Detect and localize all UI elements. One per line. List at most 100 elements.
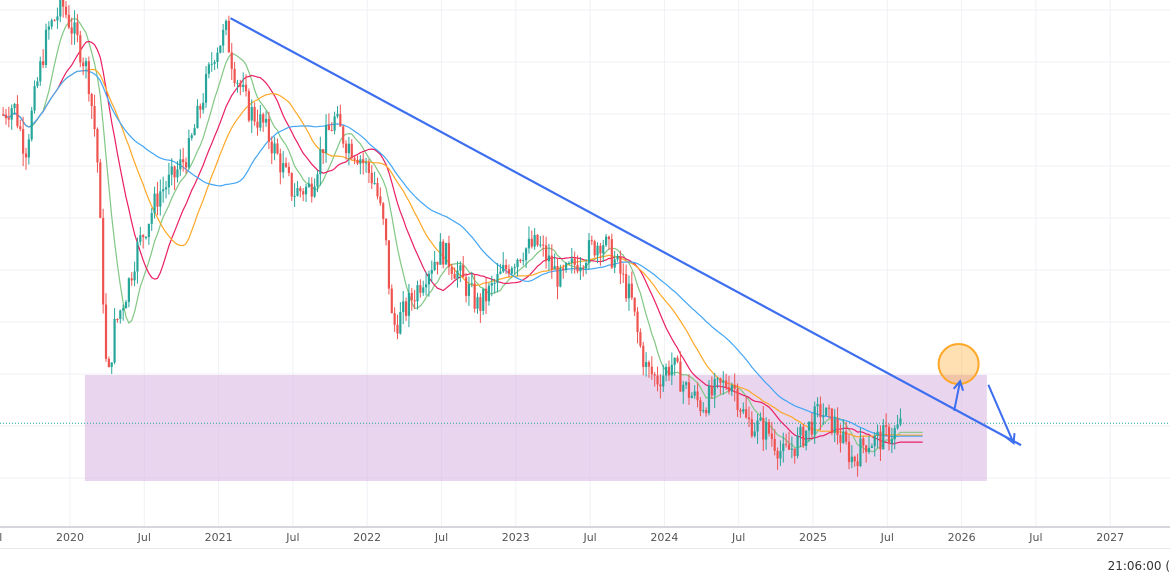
- candle: [502, 252, 505, 274]
- candle: [116, 318, 119, 323]
- candle-body: [625, 274, 628, 299]
- candle-body: [422, 287, 425, 293]
- candle: [296, 181, 299, 197]
- candle-body: [479, 297, 482, 311]
- candle: [605, 233, 608, 248]
- candle-body: [502, 264, 505, 272]
- candle: [553, 253, 556, 270]
- candle-body: [885, 425, 888, 427]
- candle-body: [362, 159, 365, 164]
- candle-body: [576, 264, 579, 272]
- arrow-down-icon[interactable]: [987, 384, 1016, 445]
- candle-body: [82, 62, 85, 67]
- candle: [613, 250, 616, 274]
- candle-body: [153, 193, 156, 214]
- candle-body: [662, 375, 665, 387]
- candle: [276, 138, 279, 155]
- candle-body: [562, 268, 565, 271]
- candle-body: [202, 102, 205, 110]
- candle-body: [233, 68, 236, 84]
- candle: [167, 162, 170, 195]
- candle: [64, 0, 68, 19]
- candle-body: [16, 103, 19, 127]
- candle: [242, 72, 245, 92]
- candle: [159, 179, 162, 216]
- candle-body: [264, 119, 268, 123]
- candle-body: [850, 456, 853, 463]
- candle-body: [499, 271, 502, 274]
- candle: [439, 233, 442, 265]
- arrow-up-icon[interactable]: [952, 379, 965, 411]
- candle: [562, 264, 565, 279]
- candle-body: [827, 407, 831, 409]
- candle-body: [650, 366, 653, 375]
- candle: [424, 271, 428, 296]
- candle: [667, 360, 671, 381]
- candle-body: [516, 259, 519, 268]
- candle-body: [796, 435, 799, 457]
- candle-body: [250, 106, 253, 121]
- candle-body: [859, 438, 862, 467]
- candle: [407, 283, 411, 328]
- candle: [147, 223, 150, 245]
- candle: [290, 172, 293, 201]
- candle: [27, 133, 30, 165]
- candle: [490, 275, 493, 297]
- candle-body: [810, 421, 813, 435]
- candle-body: [533, 234, 536, 247]
- highlight-circle[interactable]: [937, 343, 980, 385]
- candle-body: [64, 6, 68, 15]
- candle-body: [336, 113, 339, 117]
- candle: [713, 372, 716, 409]
- candle-body: [124, 302, 128, 309]
- candle-body: [793, 448, 796, 457]
- candle: [30, 106, 33, 142]
- x-tick-label: Jul: [0, 531, 2, 544]
- candle: [353, 156, 356, 165]
- candle-body: [393, 313, 396, 325]
- candle-body: [310, 183, 313, 197]
- candle-body: [779, 451, 782, 459]
- candle: [356, 155, 359, 165]
- candle: [396, 314, 399, 340]
- candle-body: [344, 143, 348, 154]
- candle: [256, 109, 259, 136]
- ma-line-20: [2, 40, 923, 445]
- candle: [33, 80, 36, 114]
- candle: [584, 258, 588, 275]
- arrows[interactable]: [952, 379, 1016, 445]
- candle: [645, 352, 648, 377]
- candle: [113, 308, 116, 365]
- candle-body: [333, 116, 336, 131]
- candle: [213, 59, 216, 71]
- candle-body: [736, 388, 739, 410]
- candle: [685, 381, 688, 389]
- candle-body: [707, 385, 711, 414]
- candle: [570, 247, 573, 274]
- candle-body: [702, 410, 705, 412]
- candle-body: [605, 236, 608, 246]
- candle: [736, 383, 739, 418]
- candle-body: [899, 418, 902, 425]
- candle: [182, 147, 185, 172]
- x-axis[interactable]: Jul 2020 Jul 2021 Jul 2022 Jul 2023 Jul 2024 Jul 20…: [0, 531, 1124, 544]
- candle-body: [159, 191, 162, 207]
- candle-body: [79, 35, 82, 63]
- candle: [436, 261, 439, 275]
- candle: [676, 355, 679, 364]
- candle-body: [282, 163, 285, 173]
- candle-body: [773, 438, 776, 451]
- candle-body: [2, 114, 5, 116]
- candle-body: [762, 418, 765, 440]
- candle-body: [450, 267, 453, 274]
- candle-body: [376, 183, 379, 197]
- candle: [350, 139, 353, 160]
- candle-body: [167, 174, 170, 188]
- trendline[interactable]: [229, 17, 1022, 447]
- candle: [427, 270, 431, 297]
- price-chart[interactable]: Jul 2020 Jul 2021 Jul 2022 Jul 2023 Jul 2024 Jul 20…: [0, 0, 1170, 548]
- candle: [22, 116, 25, 167]
- candle: [825, 407, 828, 417]
- candle-body: [787, 444, 791, 450]
- candle: [559, 264, 562, 288]
